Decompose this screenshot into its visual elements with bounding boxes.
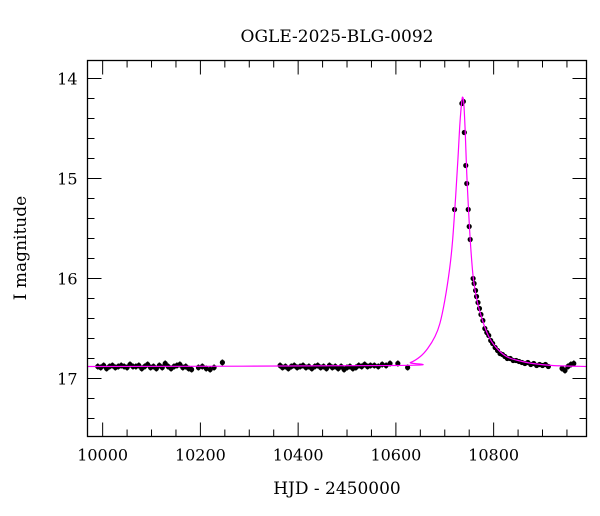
data-marker [387,360,393,367]
x-tick-label: 10800 [468,446,519,465]
data-marker [219,359,225,366]
data-marker [189,366,195,373]
chart-title: OGLE-2025-BLG-0092 [241,27,434,47]
model-curve [87,96,587,368]
y-tick-label: 16 [57,270,77,289]
plot-frame [86,59,588,438]
x-tick-label: 10200 [175,446,226,465]
data-marker [463,162,469,169]
x-tick-label: 10600 [370,446,421,465]
data-marker [207,366,213,373]
data-point [463,162,469,169]
y-axis-label: I magnitude [11,196,31,300]
data-marker [405,364,411,371]
y-tick-label: 17 [57,370,77,389]
data-point [571,360,577,367]
data-point [207,366,213,373]
data-marker [395,360,401,367]
data-point [219,359,225,366]
data-marker [461,129,467,136]
data-marker [203,365,209,372]
data-marker [562,367,568,374]
data-point [189,366,195,373]
data-point [562,367,568,374]
data-point [461,129,467,136]
x-tick-label: 10400 [273,446,324,465]
y-tick-label: 14 [57,70,77,89]
x-tick-label: 10000 [77,446,128,465]
data-marker [571,360,577,367]
x-axis-label: HJD - 2450000 [273,479,401,499]
y-tick-label: 15 [57,170,77,189]
